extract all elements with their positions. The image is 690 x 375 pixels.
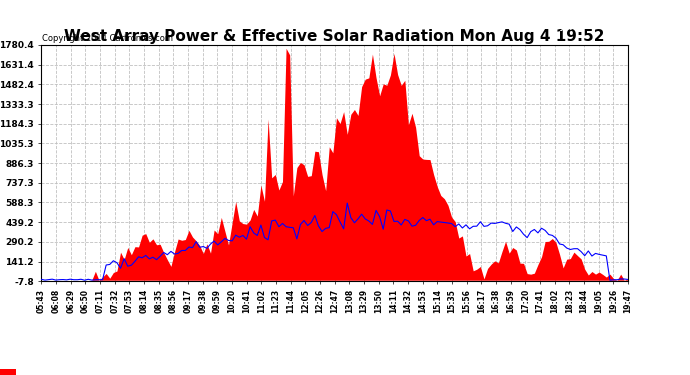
Legend: Radiation (Effective w/m2), West Array (DC Watts): Radiation (Effective w/m2), West Array (… [320,21,623,31]
Title: West Array Power & Effective Solar Radiation Mon Aug 4 19:52: West Array Power & Effective Solar Radia… [64,29,605,44]
Text: Copyright 2014 Cartronics.com: Copyright 2014 Cartronics.com [42,34,173,43]
